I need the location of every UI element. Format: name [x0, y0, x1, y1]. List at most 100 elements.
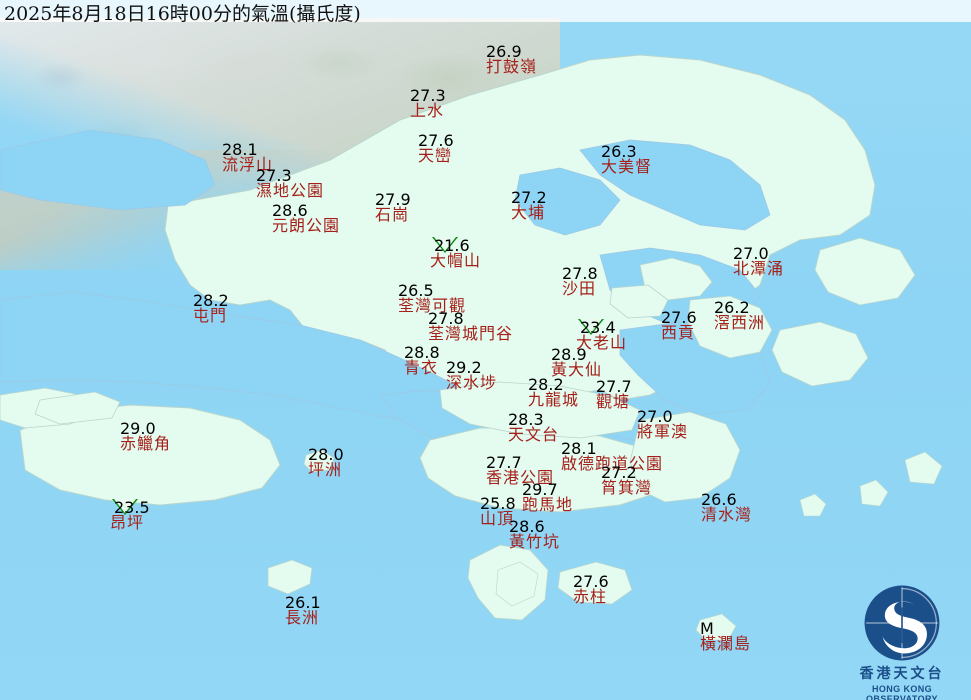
station-value: 28.2	[193, 291, 229, 310]
station-label: 28.1 流浮山	[222, 142, 273, 173]
station-value: 27.7	[596, 377, 632, 396]
station-name: 黃竹坑	[509, 532, 561, 551]
station-name: 元朗公園	[272, 216, 341, 235]
station-name: 山頂	[480, 509, 515, 528]
station-name: 長洲	[285, 608, 320, 627]
station-value: M	[700, 619, 714, 638]
station-name: 流浮山	[222, 155, 274, 174]
station-label: 27.6 天巒	[418, 133, 454, 164]
station-label: 26.6 清水灣	[701, 492, 752, 523]
station-value: 26.5	[398, 281, 434, 300]
station-label: 27.0 將軍澳	[637, 409, 688, 440]
station-label: 27.8 荃灣城門谷	[428, 311, 513, 342]
station-value: 27.6	[661, 308, 697, 327]
station-name: 坪洲	[308, 460, 343, 479]
station-value: 26.3	[601, 142, 637, 161]
station-name: 天巒	[418, 146, 453, 165]
station-label: 27.2 大埔	[511, 190, 547, 221]
station-label: 27.6 西貢	[661, 310, 697, 341]
station-label: 28.2 九龍城	[528, 377, 579, 408]
station-value: 27.8	[562, 264, 598, 283]
station-value: 27.3	[256, 166, 292, 185]
station-value: 29.7	[522, 480, 558, 499]
station-name: 濕地公園	[256, 181, 325, 200]
station-value: 26.9	[486, 42, 522, 61]
station-value: 27.9	[375, 190, 411, 209]
station-name: 將軍澳	[637, 422, 689, 441]
station-name: 香港公園	[486, 468, 555, 487]
station-value: 26.1	[285, 593, 321, 612]
station-name: 觀塘	[596, 392, 631, 411]
station-value: 27.3	[410, 86, 446, 105]
station-label: 28.9 黃大仙	[551, 347, 602, 378]
station-label: 27.2 筲箕灣	[601, 465, 652, 496]
station-value: 28.2	[528, 375, 564, 394]
low-temperature-marker-icon	[578, 319, 604, 335]
station-value: 27.6	[418, 131, 454, 150]
station-name: 西貢	[661, 323, 696, 342]
station-label: 26.3 大美督	[601, 144, 652, 175]
station-label: 23.4 大老山	[576, 319, 628, 352]
station-label: 27.7 香港公園	[486, 455, 554, 486]
station-label: 29.7 跑馬地	[522, 482, 573, 513]
station-name: 橫瀾島	[700, 634, 752, 653]
hko-logo-english: HONG KONG OBSERVATORY	[866, 684, 938, 700]
station-name: 大老山	[576, 333, 628, 352]
station-name: 荃灣城門谷	[428, 324, 514, 343]
station-name: 赤鱲角	[120, 434, 172, 453]
station-value: 23.5	[114, 498, 150, 517]
station-name: 跑馬地	[522, 495, 574, 514]
station-value: 25.8	[480, 494, 516, 513]
station-value: 27.6	[573, 572, 609, 591]
station-name: 深水埗	[446, 373, 498, 392]
low-temperature-marker-icon	[432, 237, 458, 253]
station-label: 26.9 打鼓嶺	[486, 44, 537, 75]
station-value: 27.2	[511, 188, 547, 207]
station-value: 21.6	[434, 236, 470, 255]
hko-logo-chinese: 香港天文台	[859, 666, 945, 682]
station-label: 28.6 元朗公園	[272, 203, 340, 234]
station-value: 28.1	[222, 140, 258, 159]
station-name: 大美督	[601, 157, 653, 176]
hko-logo: 香港天文台 HONG KONG OBSERVATORY	[841, 584, 963, 700]
station-label: 28.3 天文台	[508, 412, 559, 443]
station-name: 天文台	[508, 425, 560, 444]
station-label: 28.0 坪洲	[308, 447, 344, 478]
station-value: 23.4	[580, 318, 616, 337]
station-name: 打鼓嶺	[486, 57, 538, 76]
title-bar	[0, 0, 971, 22]
station-label: 27.7 觀塘	[596, 379, 632, 410]
station-value: 28.3	[508, 410, 544, 429]
station-name: 大埔	[511, 203, 546, 222]
station-name: 大帽山	[430, 251, 482, 270]
station-value: 28.6	[272, 201, 308, 220]
hko-swirl-icon	[863, 584, 941, 662]
station-name: 滘西洲	[714, 313, 766, 332]
station-name: 屯門	[193, 306, 228, 325]
station-value: 28.1	[561, 439, 597, 458]
station-name: 上水	[410, 101, 445, 120]
station-label: 27.3 上水	[410, 88, 446, 119]
station-label: 29.2 深水埗	[446, 360, 497, 391]
station-name: 啟德跑道公園	[561, 454, 664, 473]
station-label: 26.5 荃灣可觀	[398, 283, 466, 314]
page-title: 2025年8月18日16時00分的氣溫(攝氏度)	[4, 3, 361, 25]
station-label: 26.2 滘西洲	[714, 300, 765, 331]
station-value: 29.2	[446, 358, 482, 377]
station-label: 28.8 青衣	[404, 345, 440, 376]
station-name: 黃大仙	[551, 360, 603, 379]
station-value: 28.6	[509, 517, 545, 536]
station-label: 25.8 山頂	[480, 496, 516, 527]
station-value: 28.9	[551, 345, 587, 364]
low-temperature-marker-icon	[112, 499, 138, 515]
station-label: M 橫瀾島	[700, 621, 751, 652]
station-label: 23.5 昂坪	[110, 499, 150, 531]
station-value: 26.2	[714, 298, 750, 317]
station-label: 28.6 黃竹坑	[509, 519, 560, 550]
station-label: 29.0 赤鱲角	[120, 421, 171, 452]
station-name: 赤柱	[573, 587, 608, 606]
station-value: 27.7	[486, 453, 522, 472]
station-label: 27.3 濕地公園	[256, 168, 324, 199]
station-value: 27.2	[601, 463, 637, 482]
